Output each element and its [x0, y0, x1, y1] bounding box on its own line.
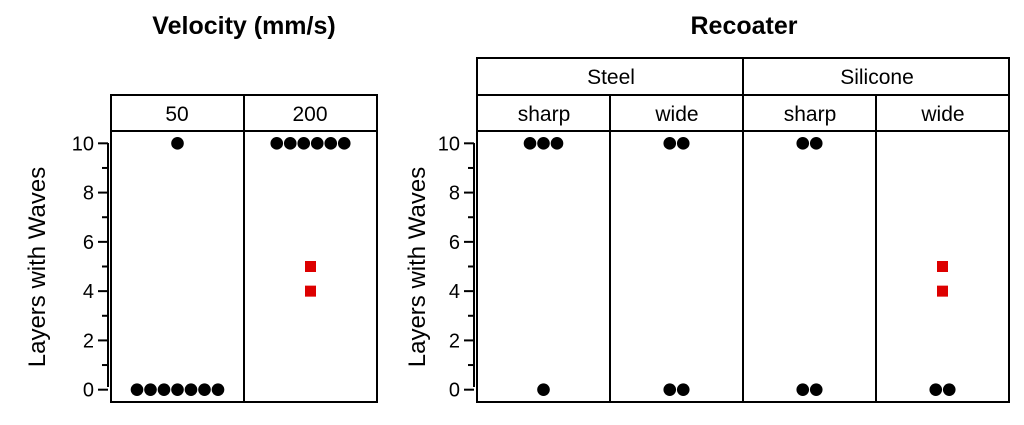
recoater-point-circle: [676, 383, 690, 396]
recoater-points: [523, 137, 956, 396]
recoater-tick-label: 0: [449, 380, 460, 402]
velocity-strip-labels: 50 200: [165, 103, 327, 126]
recoater-strip-labels: sharp wide sharp wide: [518, 103, 965, 126]
recoater-point-circle: [809, 137, 823, 150]
velocity-y-axis-label: Layers with Waves: [24, 167, 51, 368]
recoater-point-circle: [550, 137, 564, 150]
recoater-strip-label-steel-wide: wide: [654, 103, 698, 126]
velocity-tick-label: 6: [83, 232, 94, 254]
velocity-point-circle: [337, 137, 351, 150]
velocity-tick-label: 4: [83, 281, 94, 303]
velocity-point-circle: [297, 137, 311, 150]
recoater-point-circle: [796, 383, 810, 396]
recoater-chart: Recoater Layers with Waves Steel Silicon…: [404, 12, 1010, 403]
velocity-point-circle: [171, 137, 184, 150]
recoater-point-circle: [796, 137, 810, 150]
velocity-point-circle: [157, 383, 171, 396]
recoater-point-circle: [663, 383, 677, 396]
velocity-point-circle: [198, 383, 211, 396]
velocity-point-circle: [324, 137, 338, 150]
recoater-point-circle: [537, 383, 550, 396]
recoater-point-circle: [676, 137, 690, 150]
recoater-tick-label: 2: [449, 330, 460, 352]
recoater-point-circle: [537, 137, 550, 150]
velocity-tick-label: 10: [72, 133, 94, 155]
recoater-strip-label-silicone-sharp: sharp: [784, 103, 837, 126]
velocity-point-circle: [310, 137, 324, 150]
recoater-chart-title: Recoater: [691, 12, 798, 40]
velocity-point-circle: [130, 383, 144, 396]
recoater-tick-label: 6: [449, 232, 460, 254]
recoater-point-circle: [663, 137, 677, 150]
recoater-group-labels: Steel Silicone: [587, 66, 914, 89]
velocity-point-circle: [211, 383, 225, 396]
velocity-point-circle: [283, 137, 297, 150]
recoater-point-circle: [942, 383, 956, 396]
velocity-chart-title: Velocity (mm/s): [152, 12, 335, 40]
velocity-tick-label: 8: [83, 183, 94, 205]
velocity-point-circle: [144, 383, 157, 396]
velocity-y-axis: 0 2 4 6 8 10: [72, 133, 109, 402]
recoater-y-axis-label: Layers with Waves: [404, 167, 431, 368]
velocity-point-circle: [270, 137, 284, 150]
velocity-tick-label: 0: [83, 380, 94, 402]
velocity-point-square: [305, 285, 316, 297]
recoater-point-square: [937, 261, 948, 272]
velocity-chart: Velocity (mm/s) Layers with Waves 50 200…: [24, 12, 378, 403]
velocity-point-circle: [171, 383, 184, 396]
velocity-point-circle: [184, 383, 198, 396]
velocity-points: [130, 137, 351, 396]
recoater-group-label-silicone: Silicone: [840, 66, 914, 89]
recoater-tick-label: 4: [449, 281, 460, 303]
recoater-tick-label: 10: [438, 133, 460, 155]
recoater-point-circle: [523, 137, 537, 150]
recoater-point-circle: [809, 383, 823, 396]
recoater-point-square: [937, 285, 948, 297]
recoater-point-circle: [929, 383, 943, 396]
velocity-strip-label-50: 50: [165, 103, 188, 126]
recoater-tick-label: 8: [449, 183, 460, 205]
velocity-strip-label-200: 200: [292, 103, 327, 126]
velocity-point-square: [305, 261, 316, 272]
recoater-group-label-steel: Steel: [587, 66, 635, 89]
recoater-strip-label-silicone-wide: wide: [920, 103, 964, 126]
recoater-panel-frames: [476, 57, 1010, 403]
velocity-panel-frames: [110, 94, 378, 403]
recoater-strip-label-steel-sharp: sharp: [518, 103, 571, 126]
recoater-y-axis: 0 2 4 6 8 10: [438, 133, 475, 402]
velocity-tick-label: 2: [83, 330, 94, 352]
